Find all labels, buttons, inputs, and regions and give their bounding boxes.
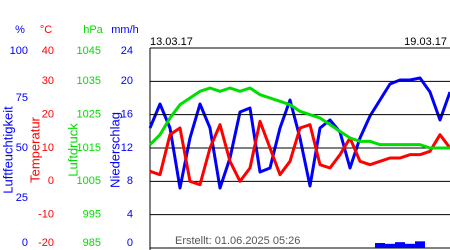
axis-title: Temperatur	[27, 116, 42, 182]
y-tick-label: 995	[83, 209, 101, 221]
y-tick-label: 0	[22, 237, 28, 249]
y-tick-label: 1005	[77, 175, 101, 187]
axis-unit: mm/h	[111, 24, 139, 36]
precipitation-bar	[405, 243, 415, 248]
precipitation-bar	[375, 243, 385, 248]
axis-title: Niederschlag	[107, 112, 122, 188]
precipitation-bar	[385, 243, 395, 248]
y-tick-label: 20	[42, 109, 54, 121]
axis-title: Luftdruck	[65, 123, 80, 177]
y-tick-label: 16	[121, 109, 133, 121]
y-tick-label: 75	[16, 92, 28, 104]
y-tick-label: 0	[127, 237, 133, 249]
axis-unit: hPa	[83, 24, 103, 36]
y-tick-label: -20	[38, 237, 54, 249]
y-tick-label: 25	[16, 192, 28, 204]
y-tick-label: 1015	[77, 142, 101, 154]
end-date: 19.03.17	[404, 36, 447, 48]
series-line	[148, 86, 450, 150]
y-tick-label: 100	[10, 45, 28, 57]
y-tick-label: 24	[121, 45, 133, 57]
y-tick-label: -10	[38, 209, 54, 221]
y-tick-label: 4	[127, 209, 133, 221]
created-note: Erstellt: 01.06.2025 05:26	[175, 235, 300, 247]
series-line	[149, 119, 450, 187]
y-tick-label: 8	[127, 175, 133, 187]
start-date: 13.03.17	[150, 36, 193, 48]
axis-unit: °C	[40, 24, 52, 36]
precipitation-bar	[415, 241, 425, 248]
y-tick-label: 0	[48, 175, 54, 187]
y-tick-label: 985	[83, 237, 101, 249]
y-tick-label: 1035	[77, 75, 101, 87]
y-tick-label: 40	[42, 45, 54, 57]
y-tick-label: 12	[121, 142, 133, 154]
y-tick-label: 50	[16, 142, 28, 154]
y-tick-label: 20	[121, 75, 133, 87]
series-line	[148, 76, 450, 190]
y-tick-label: 1025	[77, 109, 101, 121]
y-tick-label: 1045	[77, 45, 101, 57]
y-tick-label: 10	[42, 142, 54, 154]
axis-unit: %	[15, 24, 25, 36]
precipitation-bar	[395, 242, 405, 248]
axis-title: Luftfeuchtigkeit	[0, 106, 15, 194]
y-tick-label: 30	[42, 75, 54, 87]
